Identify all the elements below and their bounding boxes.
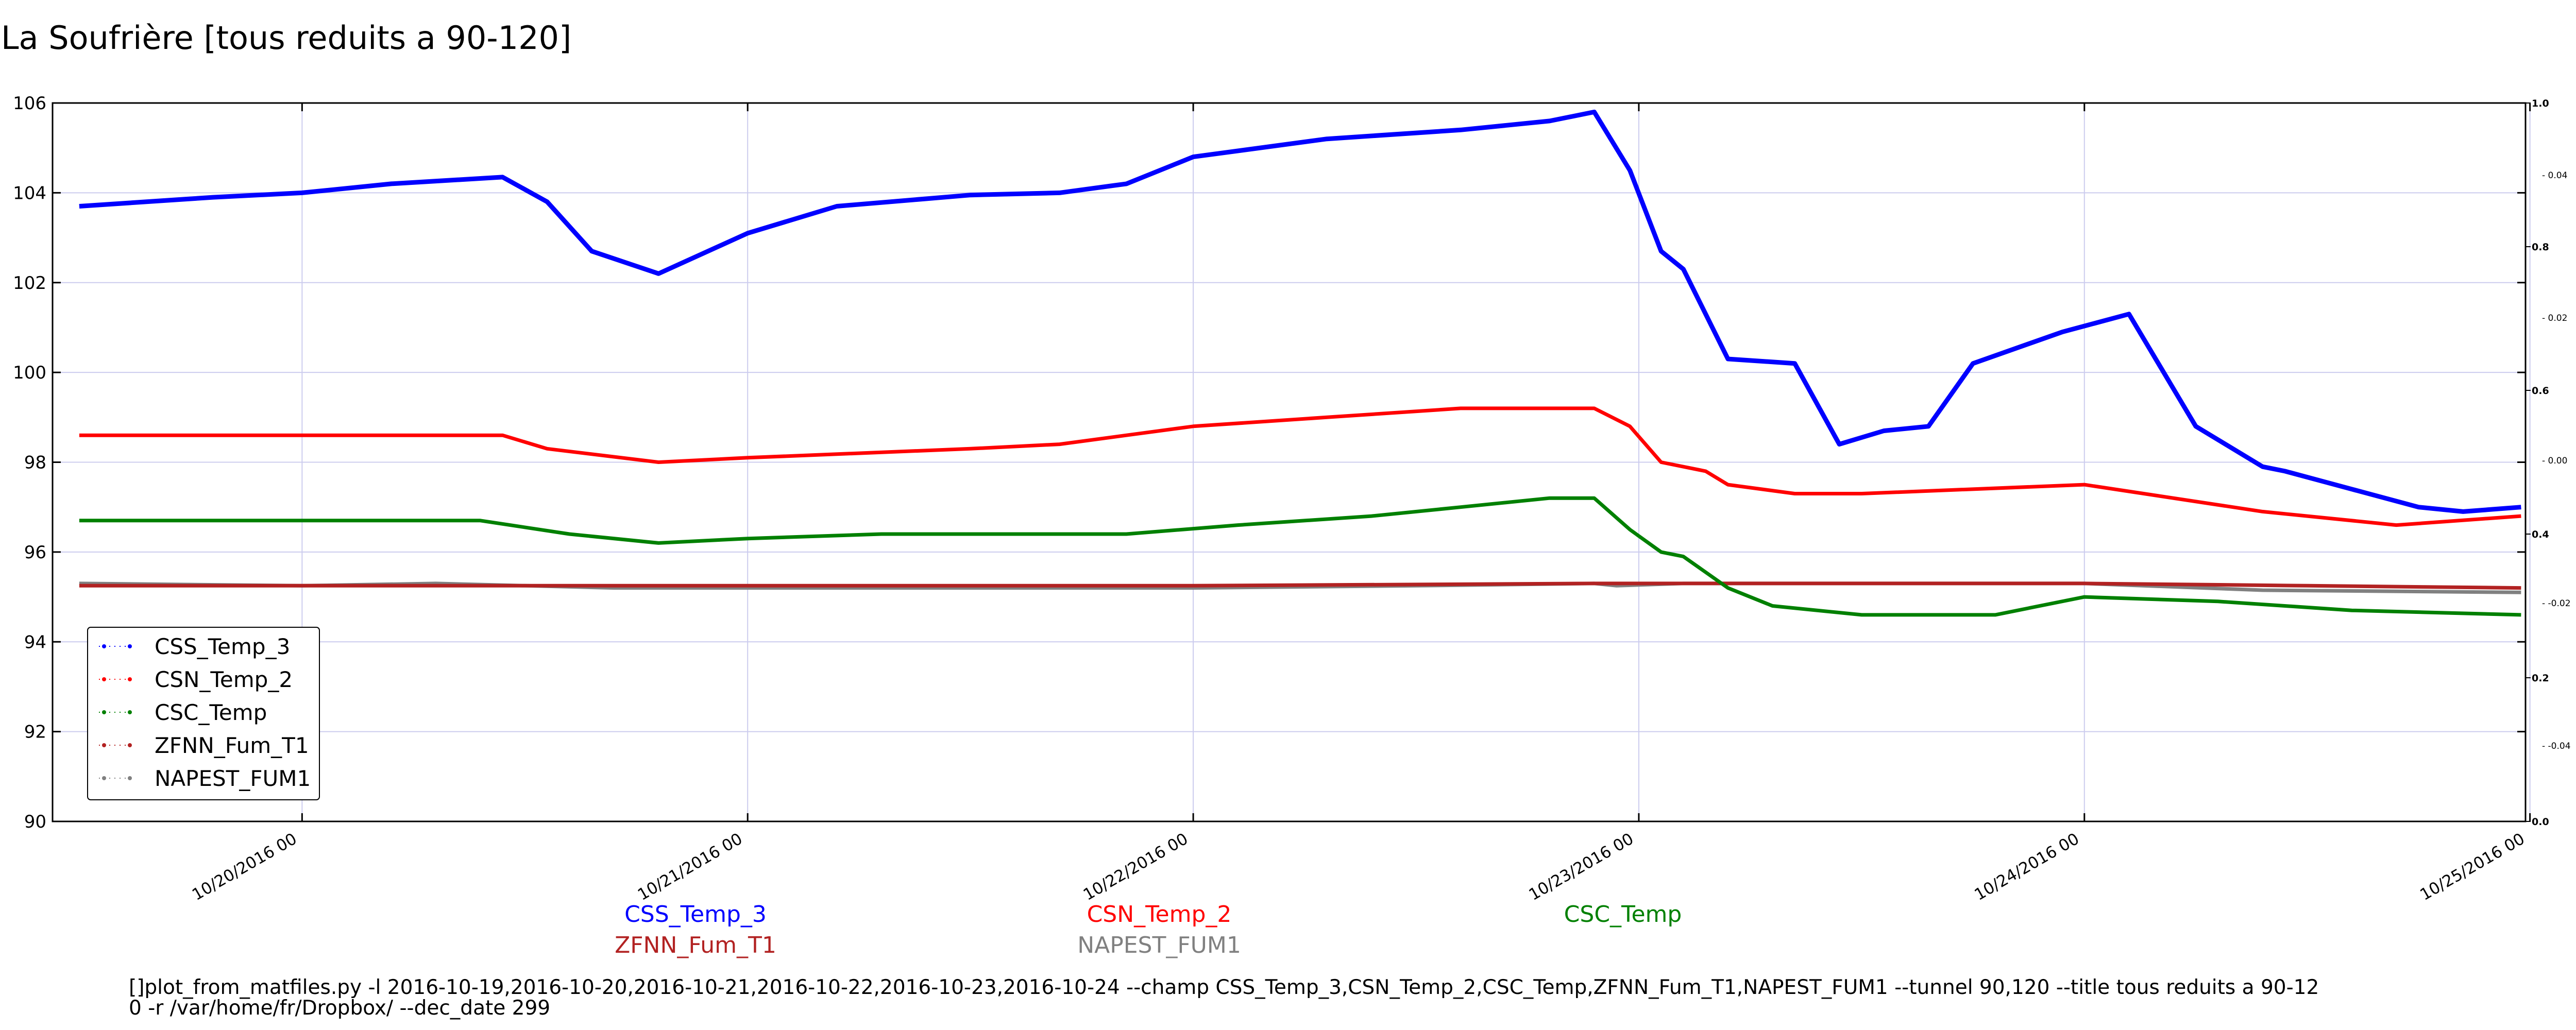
y-tick-label: 106 <box>13 93 46 114</box>
series-label-csc-temp: CSC_Temp <box>1564 901 1682 928</box>
legend-marker-csc-temp <box>128 710 132 714</box>
x-axis: 10/20/2016 00 10/21/2016 00 10/22/2016 00 1… <box>189 103 2531 904</box>
right-tick-label-inner: - -0.04 <box>2542 741 2571 751</box>
grid <box>53 102 2531 822</box>
right-tick-label: 0.0 <box>2532 816 2549 828</box>
right-tick-label: 0.6 <box>2532 385 2549 397</box>
y-tick-label: 96 <box>24 542 46 563</box>
series-line-csn-temp-2 <box>79 406 2521 527</box>
legend-marker-zfnn-fum-t1 <box>102 743 106 747</box>
y-tick-label: 98 <box>24 453 46 473</box>
y-tick-label: 102 <box>13 273 46 294</box>
series-line-csc-temp <box>79 496 2521 617</box>
right-tick-label: 0.2 <box>2532 673 2549 684</box>
legend-marker-css-temp-3 <box>128 644 132 648</box>
legend-label-napest-fum1: NAPEST_FUM1 <box>155 766 311 791</box>
x-tick-label: 10/24/2016 00 <box>1971 830 2082 904</box>
legend-marker-csn-temp-2 <box>102 677 106 681</box>
y-axis: 90 92 94 96 98 100 102 104 106 <box>13 93 2526 832</box>
legend-marker-csn-temp-2 <box>128 677 132 681</box>
legend-marker-zfnn-fum-t1 <box>128 743 132 747</box>
right-tick-label-inner: - 0.04 <box>2542 170 2567 181</box>
series-line-zfnn-fum-t1 <box>79 581 2521 590</box>
legend-marker-csc-temp <box>102 710 106 714</box>
x-tick-label: 10/25/2016 00 <box>2417 830 2528 904</box>
series-layer <box>79 109 2521 617</box>
legend: CSS_Temp_3 CSN_Temp_2 CSC_Temp ZFNN_Fum_T1 N… <box>87 627 320 800</box>
x-tick-label: 10/21/2016 00 <box>635 830 745 904</box>
chart-title: La Soufrière [tous reduits a 90-120] <box>1 19 571 57</box>
right-tick-label: 1.0 <box>2532 98 2549 109</box>
y-tick-label: 92 <box>24 722 46 743</box>
right-tick-label-inner: - 0.02 <box>2542 313 2567 323</box>
legend-label-css-temp-3: CSS_Temp_3 <box>155 634 290 659</box>
legend-label-zfnn-fum-t1: ZFNN_Fum_T1 <box>155 733 309 758</box>
series-labels: CSS_Temp_3 CSN_Temp_2 CSC_Temp ZFNN_Fum_T1 N… <box>615 901 1682 958</box>
y-tick-label: 104 <box>13 183 46 203</box>
series-label-napest-fum1: NAPEST_FUM1 <box>1077 932 1241 958</box>
right-tick-label: 0.4 <box>2532 529 2549 540</box>
legend-label-csn-temp-2: CSN_Temp_2 <box>155 667 293 692</box>
legend-label-csc-temp: CSC_Temp <box>155 700 267 725</box>
right-tick-label-inner: - -0.02 <box>2542 598 2571 609</box>
series-label-zfnn-fum-t1: ZFNN_Fum_T1 <box>615 932 776 958</box>
x-tick-label: 10/20/2016 00 <box>189 830 300 904</box>
y-tick-label: 90 <box>24 812 46 832</box>
series-label-csn-temp-2: CSN_Temp_2 <box>1087 901 1232 928</box>
right-axis: 0.0 0.2 0.4 0.6 0.8 1.0 - -0.04 - -0.02 - 0.00 - … <box>2526 98 2571 828</box>
y-tick-label: 94 <box>24 632 46 653</box>
legend-marker-napest-fum1 <box>102 776 106 780</box>
command-line-1: []plot_from_matfiles.py -l 2016-10-19,20… <box>129 976 2319 999</box>
legend-box <box>87 627 320 800</box>
series-line-css-temp-3 <box>79 109 2521 514</box>
series-label-css-temp-3: CSS_Temp_3 <box>624 901 767 928</box>
command-line-2: 0 -r /var/home/fr/Dropbox/ --dec_date 29… <box>129 997 550 1020</box>
right-tick-label: 0.8 <box>2532 242 2549 253</box>
legend-marker-css-temp-3 <box>102 644 106 648</box>
right-tick-label-inner: - 0.00 <box>2542 456 2567 466</box>
x-tick-label: 10/22/2016 00 <box>1080 830 1191 904</box>
legend-marker-napest-fum1 <box>128 776 132 780</box>
x-tick-label: 10/23/2016 00 <box>1526 830 1636 904</box>
y-tick-label: 100 <box>13 363 46 383</box>
